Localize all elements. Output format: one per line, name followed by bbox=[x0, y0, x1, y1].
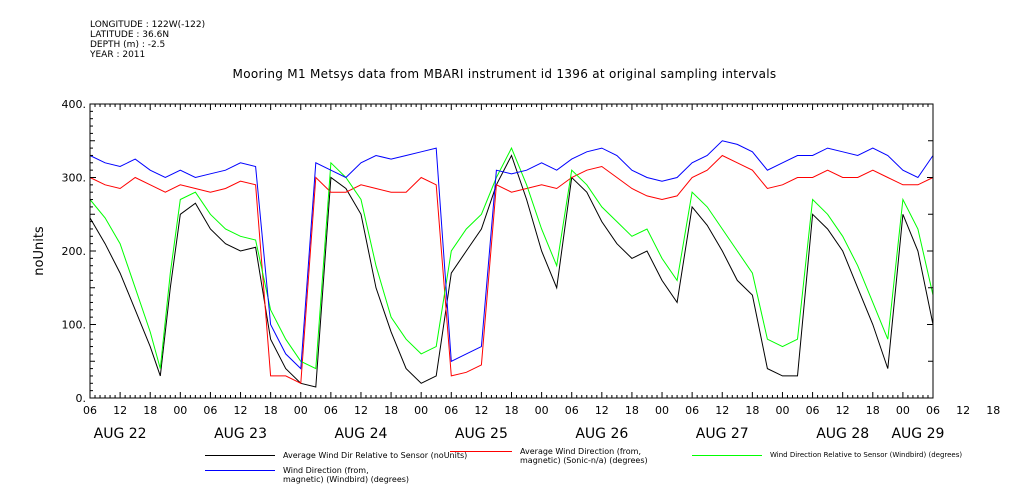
x-day-label: AUG 25 bbox=[455, 426, 508, 442]
year-label: YEAR : 2011 bbox=[90, 50, 146, 60]
depth-label: DEPTH (m) : -2.5 bbox=[90, 40, 166, 50]
longitude-label: LONGITUDE : 122W(-122) bbox=[90, 20, 206, 30]
x-tick-label: 18 bbox=[745, 404, 759, 417]
x-tick-label: 06 bbox=[685, 404, 699, 417]
x-day-label: AUG 24 bbox=[334, 426, 387, 442]
x-day-label: AUG 23 bbox=[214, 426, 267, 442]
y-tick-label: 400. bbox=[62, 98, 87, 111]
y-tick-label: 200. bbox=[62, 245, 87, 258]
x-day-label: AUG 28 bbox=[816, 426, 869, 442]
x-day-label: AUG 22 bbox=[94, 426, 147, 442]
legend-swatch bbox=[205, 470, 275, 471]
x-tick-label: 06 bbox=[926, 404, 940, 417]
y-axis-label: noUnits bbox=[32, 226, 47, 276]
legend-label: Average Wind Direction (from, magnetic) … bbox=[520, 447, 648, 465]
x-tick-label: 06 bbox=[806, 404, 820, 417]
legend-swatch bbox=[692, 455, 762, 456]
x-tick-label: 12 bbox=[113, 404, 127, 417]
legend-item-avg-wind-direction: Average Wind Direction (from, magnetic) … bbox=[450, 447, 648, 465]
series-line-0 bbox=[89, 154, 934, 388]
series-line-3 bbox=[89, 140, 934, 370]
legend-item-wind-dir-rel-windbird: Wind Direction Relative to Sensor (Windb… bbox=[692, 451, 962, 460]
x-tick-label: 06 bbox=[444, 404, 458, 417]
x-tick-label: 12 bbox=[354, 404, 368, 417]
x-tick-label: 18 bbox=[866, 404, 880, 417]
x-tick-label: 06 bbox=[83, 404, 97, 417]
x-tick-label: 00 bbox=[535, 404, 549, 417]
legend-label: Average Wind Dir Relative to Sensor (noU… bbox=[283, 451, 468, 460]
x-tick-label: 06 bbox=[565, 404, 579, 417]
legend-swatch bbox=[450, 451, 512, 452]
x-day-label: AUG 26 bbox=[575, 426, 628, 442]
x-tick-label: 12 bbox=[474, 404, 488, 417]
x-tick-label: 12 bbox=[715, 404, 729, 417]
x-tick-label: 18 bbox=[143, 404, 157, 417]
chart-title: Mooring M1 Metsys data from MBARI instru… bbox=[232, 67, 777, 81]
x-tick-label: 06 bbox=[324, 404, 338, 417]
x-tick-label: 00 bbox=[294, 404, 308, 417]
legend-swatch bbox=[205, 455, 275, 456]
x-tick-label: 18 bbox=[625, 404, 639, 417]
x-tick-label: 06 bbox=[203, 404, 217, 417]
x-day-label: AUG 27 bbox=[696, 426, 749, 442]
x-tick-label: 12 bbox=[595, 404, 609, 417]
x-tick-label: 18 bbox=[384, 404, 398, 417]
metadata-block: LONGITUDE : 122W(-122) LATITUDE : 36.6N … bbox=[90, 20, 205, 60]
x-tick-label: 00 bbox=[173, 404, 187, 417]
x-day-label: AUG 29 bbox=[891, 426, 944, 442]
x-tick-label: 18 bbox=[986, 404, 1000, 417]
x-tick-label: 00 bbox=[775, 404, 789, 417]
series-line-2 bbox=[89, 146, 934, 370]
x-tick-label: 00 bbox=[896, 404, 910, 417]
x-tick-label: 00 bbox=[655, 404, 669, 417]
latitude-label: LATITUDE : 36.6N bbox=[90, 30, 170, 40]
y-tick-label: 0. bbox=[76, 392, 87, 405]
legend-label: Wind Direction (from, magnetic) (Windbir… bbox=[283, 466, 410, 484]
y-tick-label: 100. bbox=[62, 319, 87, 332]
series-line-1 bbox=[89, 154, 934, 385]
legend-item-avg-wind-dir-rel: Average Wind Dir Relative to Sensor (noU… bbox=[205, 451, 467, 460]
x-tick-label: 18 bbox=[505, 404, 519, 417]
x-tick-label: 00 bbox=[414, 404, 428, 417]
x-tick-label: 12 bbox=[956, 404, 970, 417]
x-tick-label: 12 bbox=[234, 404, 248, 417]
x-tick-label: 18 bbox=[264, 404, 278, 417]
y-tick-label: 300. bbox=[62, 172, 87, 185]
x-tick-label: 12 bbox=[836, 404, 850, 417]
legend-item-wind-direction-windbird: Wind Direction (from, magnetic) (Windbir… bbox=[205, 466, 409, 484]
legend-label: Wind Direction Relative to Sensor (Windb… bbox=[770, 451, 963, 459]
